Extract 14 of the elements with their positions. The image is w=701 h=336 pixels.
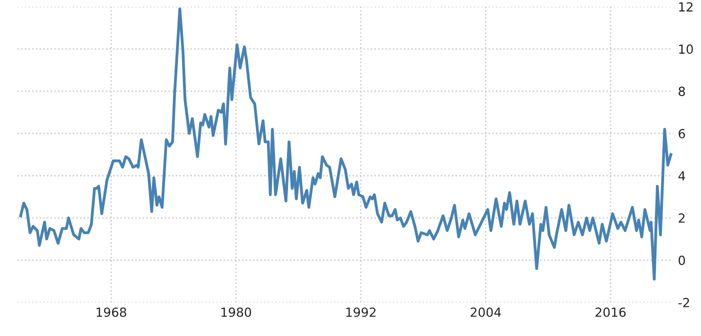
y-tick-label: 10 (679, 44, 693, 54)
y-tick-label: 4 (678, 171, 686, 180)
y-tick-label: -2 (678, 298, 690, 308)
y-tick-label: 8 (678, 86, 685, 96)
x-tick-label: 1992 (346, 307, 376, 317)
line-series (19, 7, 672, 281)
x-tick-label: 2004 (470, 307, 501, 317)
y-tick-label: 12 (679, 2, 692, 12)
x-tick-label: 1968 (96, 307, 126, 317)
y-tick-label: 2 (678, 213, 685, 223)
x-tick-label: 1980 (221, 307, 252, 317)
y-tick-label: 6 (678, 128, 685, 138)
y-tick-label: 0 (678, 256, 685, 266)
x-tick-label: 2016 (596, 307, 626, 317)
